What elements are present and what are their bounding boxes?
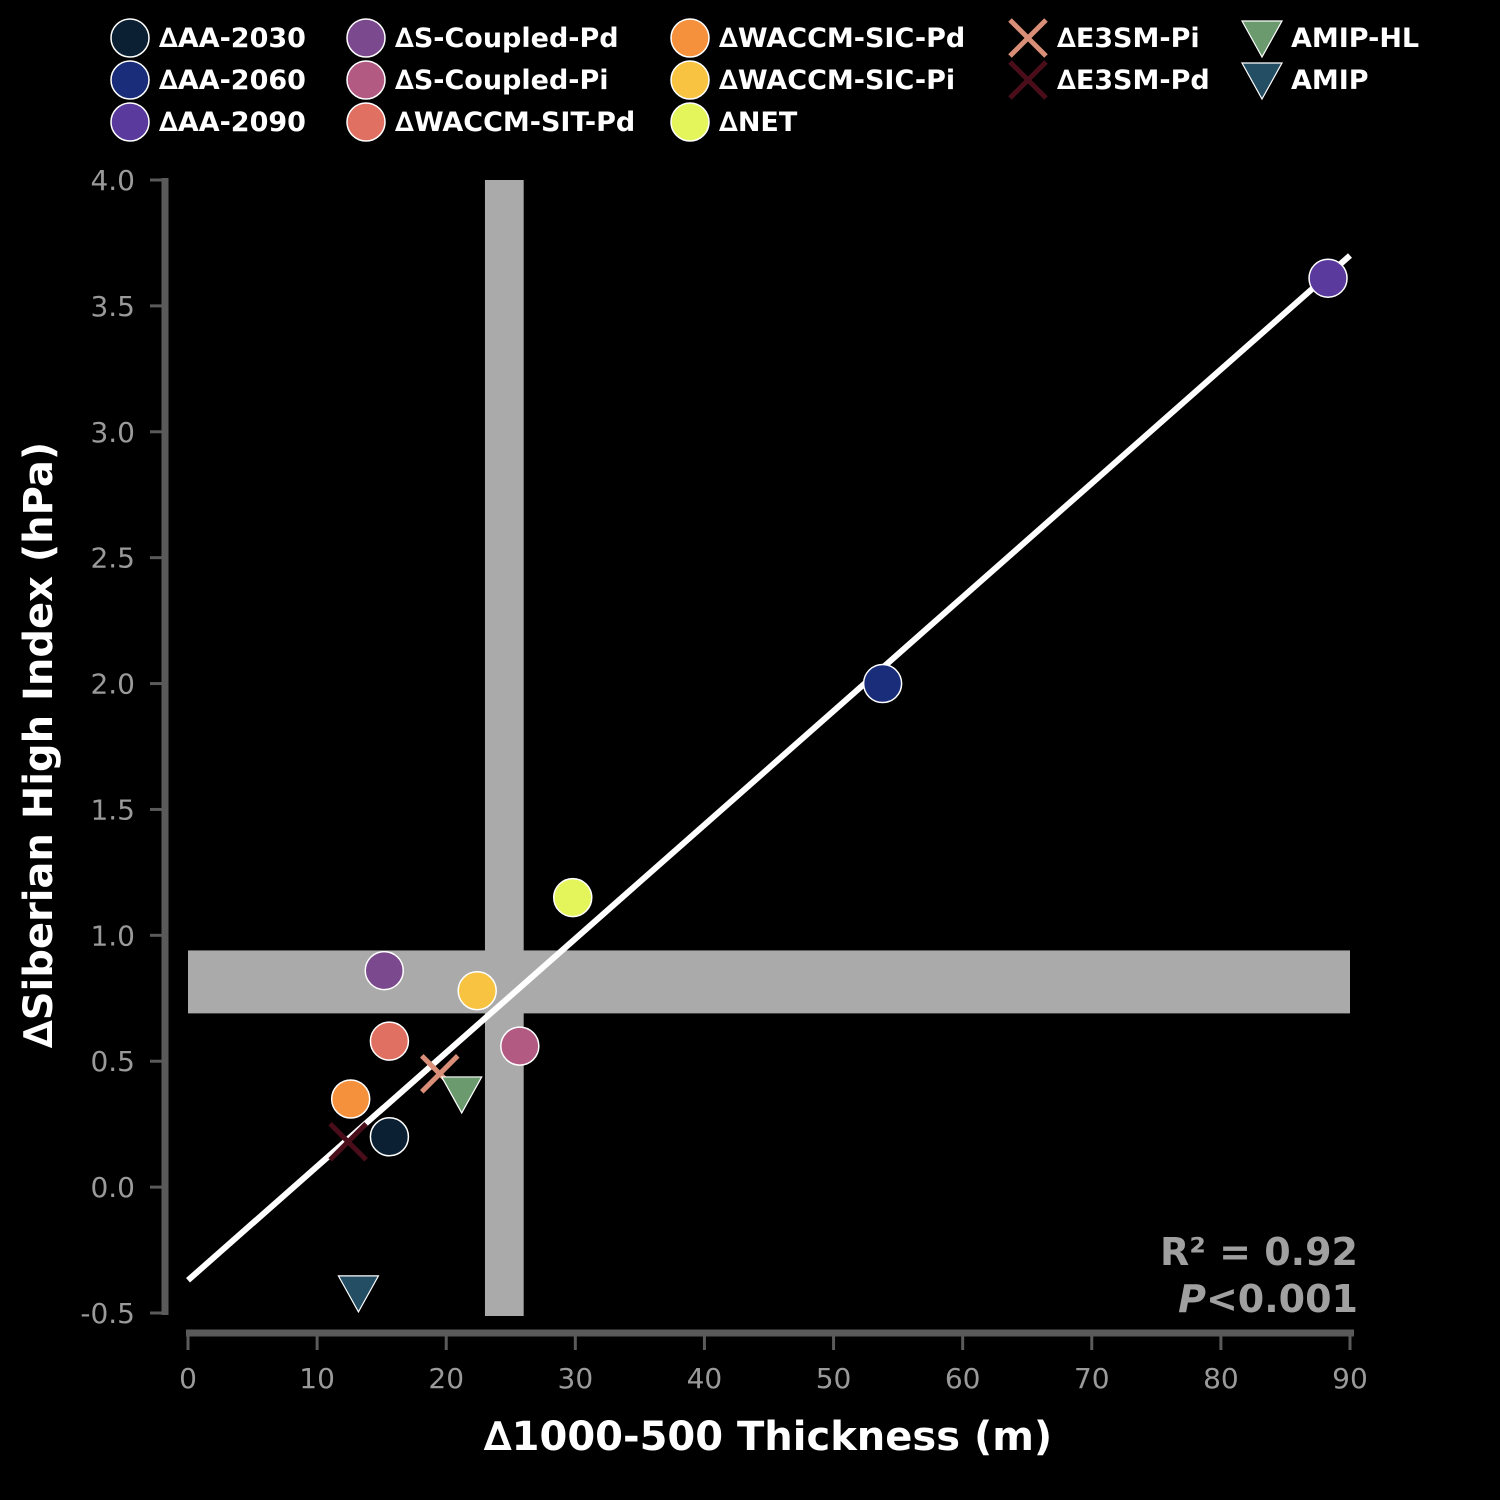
legend-item: ∆S-Coupled-Pd bbox=[346, 18, 619, 58]
y-tick-label: 2.5 bbox=[90, 542, 135, 575]
x-ticks: 0 10 20 30 40 50 60 70 80 90 bbox=[179, 1333, 1368, 1395]
legend-marker bbox=[1008, 60, 1048, 100]
p-value-label: P<0.001 bbox=[1178, 1277, 1358, 1321]
legend-item: ∆NET bbox=[670, 102, 798, 142]
x-stroke-b bbox=[1008, 18, 1048, 58]
x-tick-label: 70 bbox=[1074, 1362, 1110, 1395]
point-amip-hl bbox=[440, 1076, 483, 1115]
legend-label: ∆S-Coupled-Pi bbox=[395, 65, 609, 96]
legend-item: ∆E3SM-Pd bbox=[1008, 60, 1210, 100]
r-squared-label: R² = 0.92 bbox=[1160, 1230, 1358, 1274]
legend-item: ∆WACCM-SIC-Pd bbox=[670, 18, 965, 58]
legend-label: AMIP bbox=[1291, 65, 1369, 96]
legend-item: ∆AA-2090 bbox=[110, 102, 306, 142]
point-e3sm-pd bbox=[328, 1122, 368, 1162]
x-stroke-b bbox=[1008, 60, 1048, 100]
legend-item: ∆AA-2030 bbox=[110, 18, 306, 58]
x-tick-label: 30 bbox=[558, 1362, 594, 1395]
point-s-coupled-pd bbox=[364, 950, 404, 991]
point-waccm-sic-pi bbox=[457, 970, 497, 1011]
legend-marker bbox=[1240, 62, 1284, 101]
x-tick-label: 20 bbox=[428, 1362, 464, 1395]
legend-item: ∆WACCM-SIT-Pd bbox=[346, 102, 635, 142]
y-ticks: -0.5 0.0 0.5 1.0 1.5 2.0 2.5 3.0 3.5 4.0 bbox=[80, 164, 165, 1330]
legend-marker bbox=[670, 60, 710, 100]
legend-label: ∆NET bbox=[719, 107, 798, 138]
legend-marker bbox=[670, 102, 710, 142]
y-tick-label: 1.0 bbox=[90, 919, 135, 952]
y-tick-label: -0.5 bbox=[80, 1297, 135, 1330]
x-tick-label: 60 bbox=[945, 1362, 981, 1395]
x-tick-label: 80 bbox=[1203, 1362, 1239, 1395]
p-value-italic: P bbox=[1178, 1277, 1206, 1321]
legend-label: ∆E3SM-Pi bbox=[1057, 23, 1200, 54]
uncertainty-bands bbox=[188, 180, 1350, 1316]
regression-line bbox=[186, 253, 1352, 1283]
point-aa-2030 bbox=[369, 1117, 410, 1157]
y-tick-label: 3.5 bbox=[90, 290, 135, 323]
x-tick-label: 10 bbox=[299, 1362, 335, 1395]
y-tick-label: 3.0 bbox=[90, 416, 135, 449]
point-amip bbox=[337, 1275, 380, 1314]
legend-label: ∆AA-2060 bbox=[159, 65, 306, 96]
legend-item: ∆AA-2060 bbox=[110, 60, 306, 100]
y-tick-label: 4.0 bbox=[90, 164, 135, 197]
legend-marker bbox=[346, 18, 386, 58]
legend-item: ∆E3SM-Pi bbox=[1008, 18, 1200, 58]
legend-marker bbox=[1240, 20, 1284, 59]
x-axis-title: ∆1000-500 Thickness (m) bbox=[484, 1414, 1052, 1460]
legend: ∆AA-2030 ∆AA-2060 ∆AA-2090 ∆S-Coupled-Pd ∆S-… bbox=[110, 18, 1419, 142]
legend-marker bbox=[346, 60, 386, 100]
legend-marker bbox=[110, 18, 150, 58]
y-tick-label: 1.5 bbox=[90, 793, 135, 826]
legend-label: ∆WACCM-SIC-Pi bbox=[719, 65, 955, 96]
x-tick-label: 50 bbox=[816, 1362, 852, 1395]
legend-label: ∆S-Coupled-Pd bbox=[395, 23, 619, 54]
legend-item: ∆S-Coupled-Pi bbox=[346, 60, 609, 100]
legend-marker bbox=[110, 102, 150, 142]
x-tick-label: 40 bbox=[687, 1362, 723, 1395]
legend-label: ∆AA-2090 bbox=[159, 107, 306, 138]
x-tick-label: 90 bbox=[1332, 1362, 1368, 1395]
point-waccm-sic-pd bbox=[330, 1079, 371, 1119]
horizontal-band bbox=[188, 950, 1350, 1014]
y-tick-label: 0.5 bbox=[90, 1045, 135, 1078]
data-points bbox=[328, 258, 1348, 1314]
legend-label: ∆E3SM-Pd bbox=[1057, 65, 1210, 96]
legend-item: ∆WACCM-SIC-Pi bbox=[670, 60, 955, 100]
point-aa-2060 bbox=[862, 663, 903, 704]
legend-label: ∆WACCM-SIT-Pd bbox=[395, 107, 635, 138]
legend-item: AMIP bbox=[1240, 62, 1369, 101]
legend-label: ∆WACCM-SIC-Pd bbox=[719, 23, 965, 54]
legend-item: AMIP-HL bbox=[1240, 20, 1419, 59]
y-tick-label: 2.0 bbox=[90, 668, 135, 701]
legend-marker bbox=[346, 102, 386, 142]
x-tick-label: 0 bbox=[179, 1362, 197, 1395]
legend-label: ∆AA-2030 bbox=[159, 23, 306, 54]
legend-marker bbox=[110, 60, 150, 100]
legend-marker bbox=[670, 18, 710, 58]
legend-marker bbox=[1008, 18, 1048, 58]
vertical-band bbox=[484, 180, 524, 1316]
y-tick-label: 0.0 bbox=[90, 1171, 135, 1204]
y-axis-title: ∆Siberian High Index (hPa) bbox=[16, 442, 62, 1048]
p-value-rest: <0.001 bbox=[1206, 1277, 1358, 1321]
legend-label: AMIP-HL bbox=[1291, 23, 1419, 54]
point-s-coupled-pi bbox=[500, 1026, 540, 1066]
point-waccm-sit-pd bbox=[369, 1021, 410, 1061]
point-net bbox=[553, 877, 593, 918]
regression-line-group bbox=[186, 253, 1352, 1283]
x-stroke-b bbox=[328, 1122, 368, 1162]
x-stroke-b bbox=[419, 1054, 460, 1094]
point-aa-2090 bbox=[1308, 258, 1348, 298]
